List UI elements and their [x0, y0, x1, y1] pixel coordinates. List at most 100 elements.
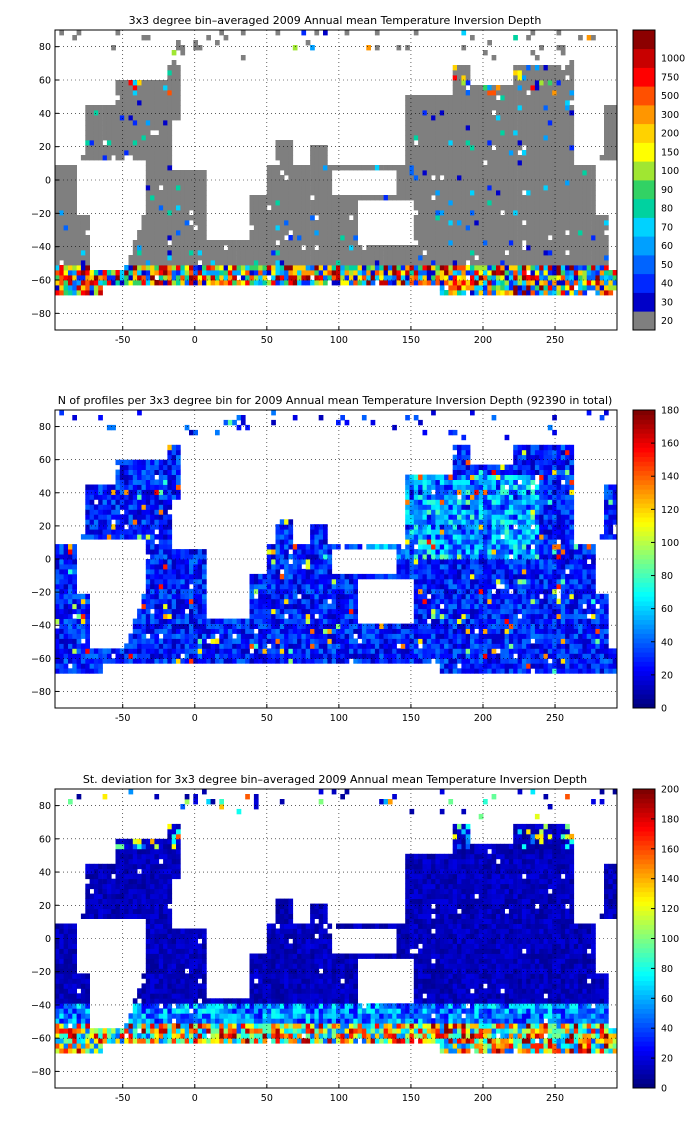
- data-cell: [154, 280, 160, 286]
- data-cell: [145, 230, 151, 236]
- data-cell: [197, 280, 203, 286]
- data-cell: [444, 215, 449, 221]
- data-cell: [478, 230, 484, 236]
- data-cell: [552, 160, 557, 166]
- data-cell: [314, 175, 320, 181]
- data-cell: [599, 260, 605, 266]
- data-cell: [85, 110, 90, 116]
- data-cell: [219, 275, 224, 281]
- data-cell: [491, 105, 497, 111]
- data-cell: [457, 205, 462, 211]
- data-cell: [530, 110, 536, 116]
- data-cell: [68, 215, 73, 221]
- data-cell: [491, 120, 497, 126]
- data-cell: [569, 648, 575, 654]
- data-cell: [258, 215, 263, 221]
- data-cell: [565, 658, 570, 664]
- data-cell: [271, 175, 276, 181]
- data-cell: [560, 608, 566, 615]
- data-cell: [474, 245, 479, 251]
- data-cell: [63, 215, 69, 221]
- data-cell: [405, 120, 410, 126]
- data-cell: [284, 220, 289, 226]
- data-cell: [431, 628, 436, 634]
- data-cell: [275, 200, 281, 206]
- data-cell: [595, 275, 601, 281]
- data-cell: [500, 653, 505, 659]
- data-cell: [128, 255, 134, 261]
- data-cell: [202, 180, 207, 186]
- data-cell: [327, 275, 333, 281]
- data-cell: [422, 230, 428, 236]
- data-cell: [55, 628, 60, 634]
- data-cell: [119, 653, 125, 659]
- data-cell: [180, 250, 186, 256]
- data-cell: [258, 618, 263, 624]
- data-cell: [573, 280, 579, 286]
- data-cell: [275, 30, 281, 36]
- data-cell: [508, 648, 514, 654]
- data-cell: [154, 185, 160, 191]
- data-cell: [76, 623, 82, 629]
- data-cell: [85, 285, 90, 291]
- data-cell: [171, 105, 177, 111]
- data-cell: [253, 633, 259, 639]
- data-cell: [141, 613, 147, 619]
- data-cell: [405, 638, 410, 644]
- data-cell: [405, 643, 410, 649]
- data-cell: [128, 633, 134, 639]
- data-cell: [586, 250, 592, 256]
- data-cell: [569, 240, 575, 246]
- data-cell: [310, 648, 315, 654]
- data-cell: [431, 140, 436, 146]
- data-cell: [418, 135, 423, 141]
- data-cell: [163, 235, 168, 241]
- data-cell: [396, 180, 402, 186]
- data-cell: [409, 135, 415, 141]
- data-cell: [167, 230, 173, 236]
- data-cell: [258, 643, 263, 649]
- data-cell: [167, 125, 173, 131]
- data-cell: [189, 643, 194, 649]
- data-cell: [547, 85, 553, 91]
- data-cell: [145, 623, 151, 629]
- data-cell: [560, 195, 566, 201]
- data-cell: [560, 270, 566, 276]
- data-cell: [582, 270, 588, 276]
- data-cell: [158, 195, 164, 201]
- data-cell: [288, 260, 294, 266]
- data-cell: [72, 275, 77, 281]
- data-cell: [547, 180, 553, 186]
- data-cell: [431, 180, 436, 186]
- data-cell: [565, 135, 570, 141]
- data-cell: [383, 653, 389, 659]
- data-cell: [431, 165, 436, 171]
- data-cell: [500, 115, 505, 121]
- data-cell: [236, 633, 242, 639]
- data-cell: [491, 130, 497, 136]
- data-cell: [552, 250, 557, 256]
- data-cell: [591, 175, 596, 181]
- data-cell: [158, 225, 164, 231]
- data-cell: [223, 638, 229, 644]
- data-cell: [487, 110, 492, 116]
- data-cell: [526, 618, 531, 624]
- data-cell: [297, 648, 302, 654]
- data-cell: [314, 643, 320, 649]
- data-cell: [565, 185, 570, 191]
- data-cell: [141, 105, 147, 111]
- data-cell: [167, 255, 173, 261]
- data-cell: [431, 200, 436, 206]
- data-cell: [176, 633, 181, 639]
- data-cell: [599, 225, 605, 231]
- data-cell: [534, 120, 540, 126]
- data-cell: [266, 230, 272, 236]
- data-cell: [279, 180, 285, 186]
- data-cell: [457, 653, 462, 659]
- data-cell: [336, 633, 341, 639]
- data-cell: [314, 220, 320, 226]
- data-cell: [491, 653, 497, 659]
- data-cell: [297, 215, 302, 221]
- data-cell: [327, 608, 333, 615]
- data-cell: [206, 643, 211, 649]
